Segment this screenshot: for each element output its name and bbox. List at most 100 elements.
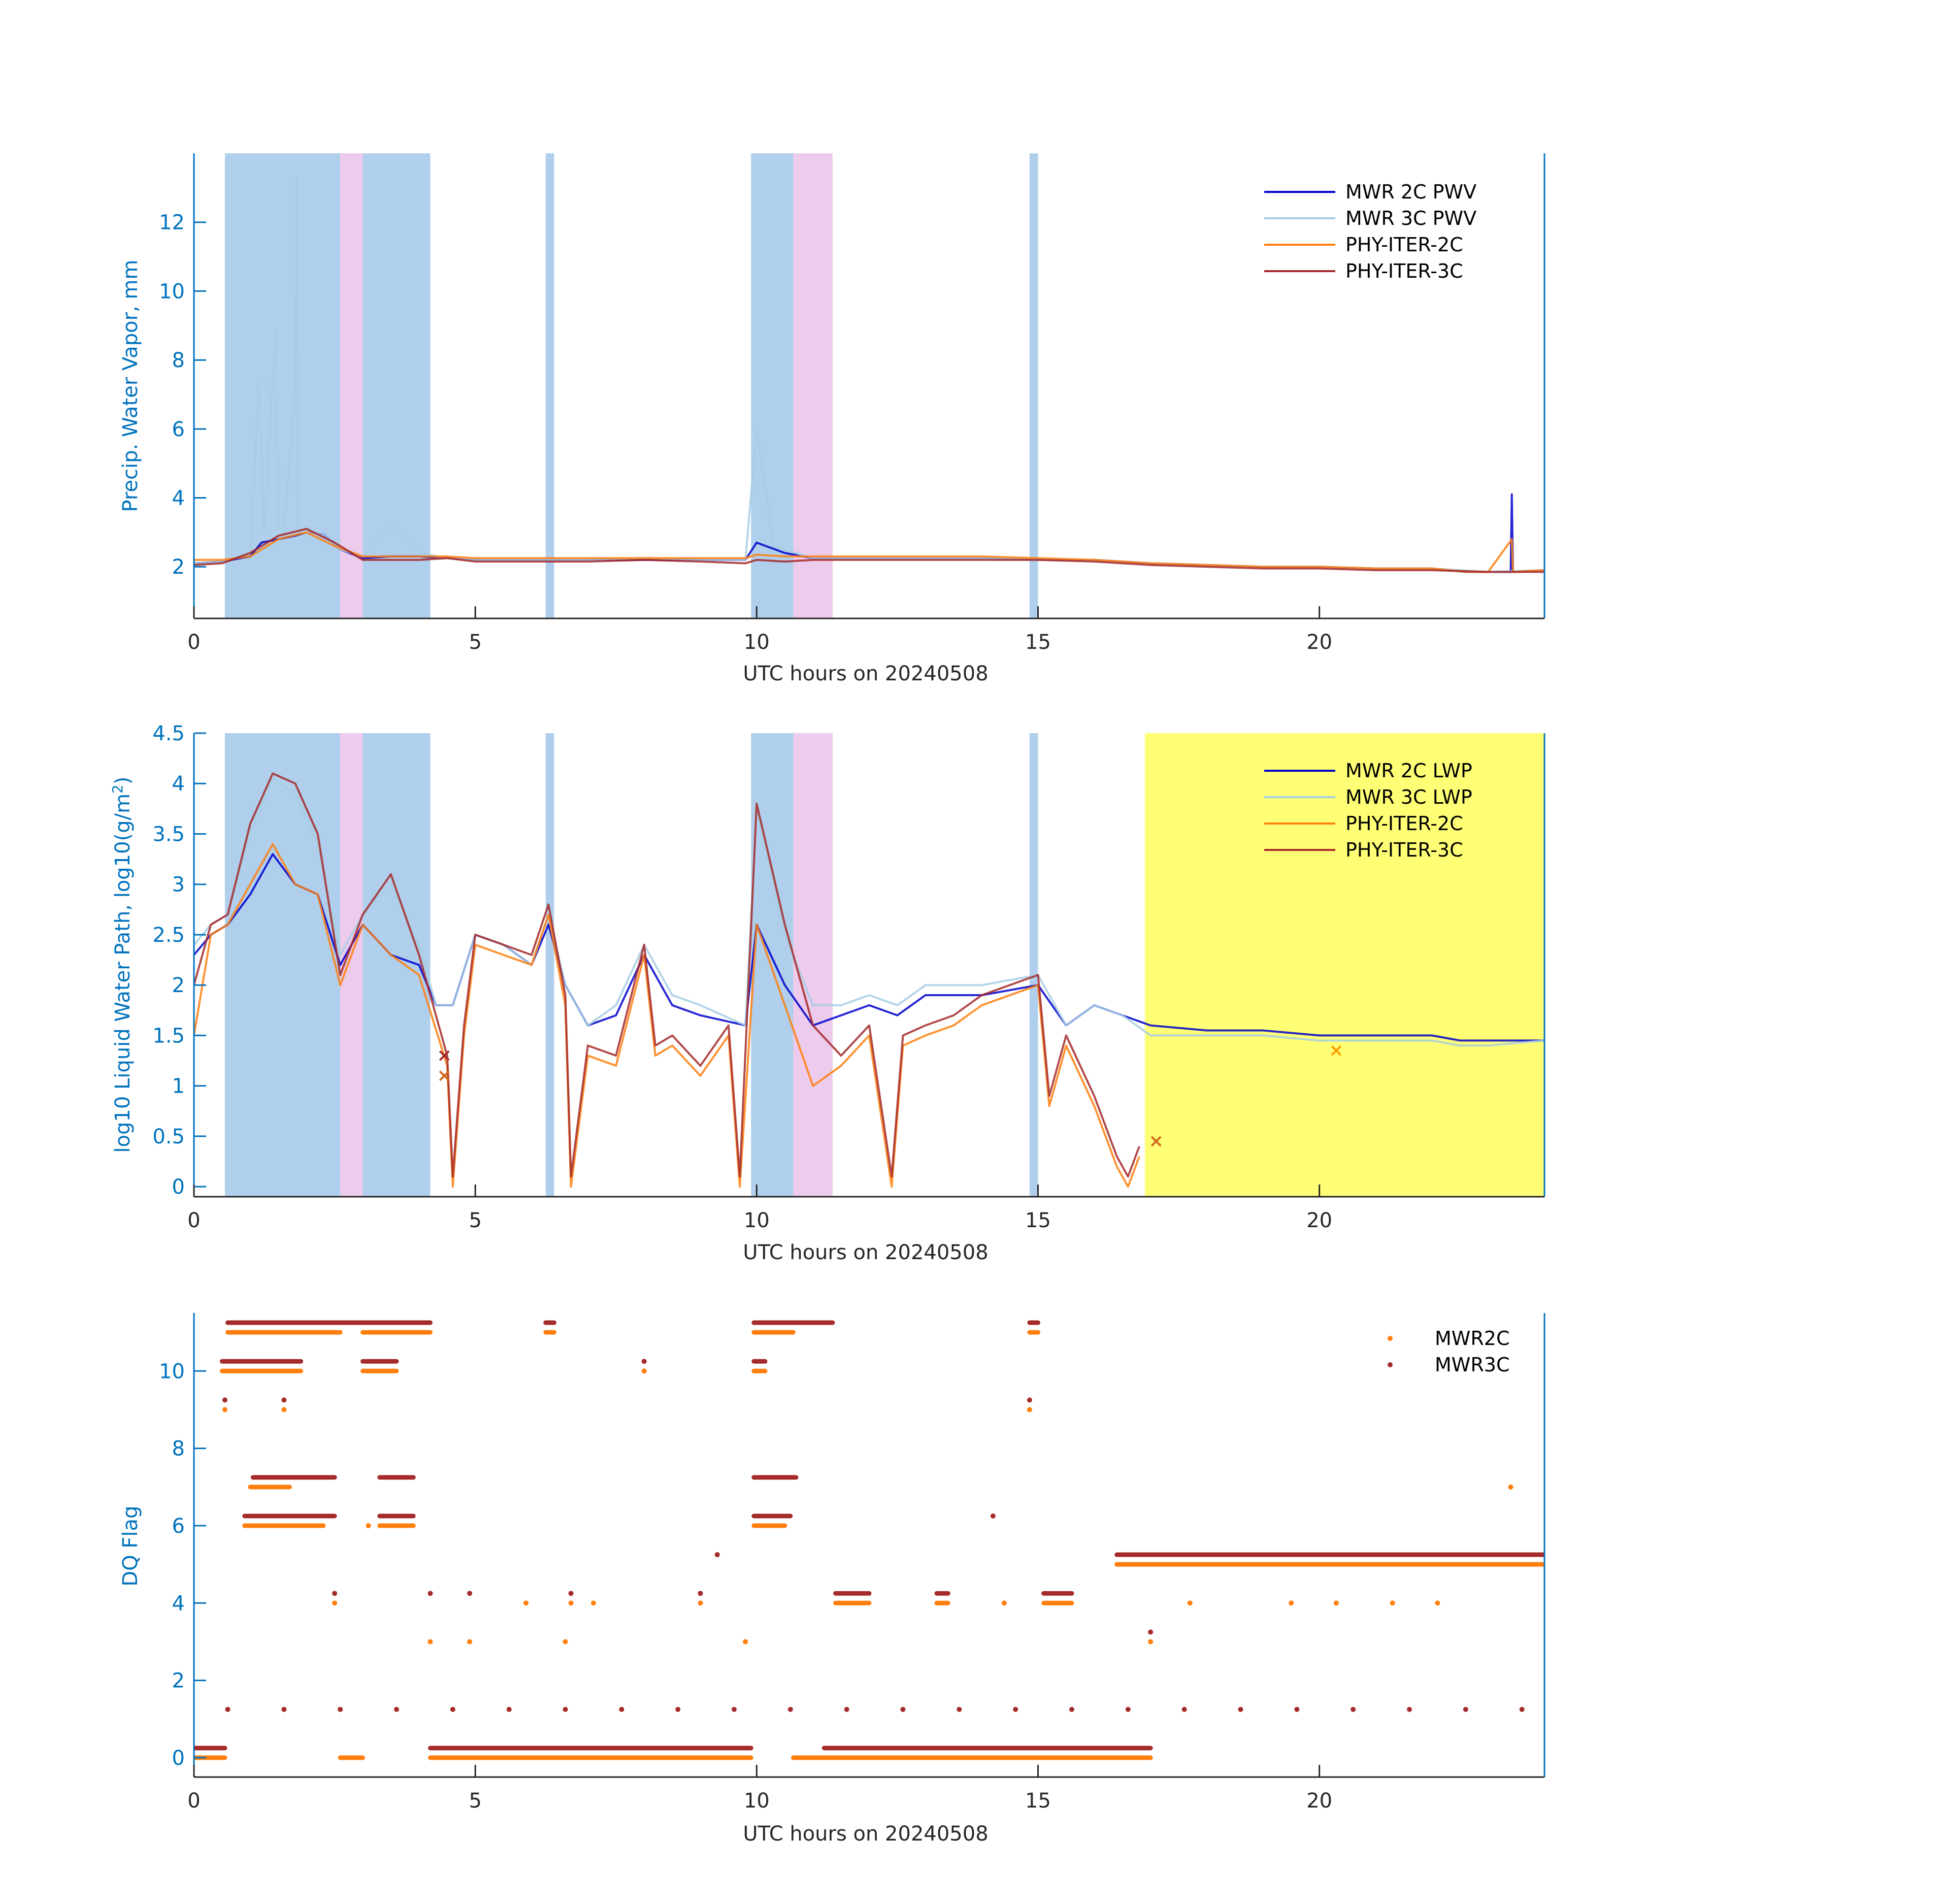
- lwp-xlabel: UTC hours on 20240508: [743, 1241, 988, 1264]
- dqflag-series-1-point-11: [844, 1706, 849, 1712]
- dqflag-series-0-point-18: [641, 1368, 647, 1374]
- lwp-marker-1-b: [439, 1050, 450, 1061]
- lwp-shaded-region-3: [545, 733, 554, 1197]
- dqflag-panel: 0 5 10 15 20 0 2 4 6 8 10 MWR2C MWR3C DQ Flag UTC ho…: [119, 1313, 1545, 1846]
- dqflag-series-0-point-16: [1390, 1600, 1395, 1606]
- lwp-shaded-region-2: [363, 733, 431, 1197]
- dqflag-plot-area: 0 5 10 15 20 0 2 4 6 8 10 MWR2C MWR3C: [159, 1313, 1545, 1813]
- pwv-shaded-region-1: [340, 153, 363, 618]
- dqflag-series-1-point-7: [619, 1706, 624, 1712]
- pwv-legend-label-2: PHY-ITER-2C: [1345, 234, 1463, 256]
- pwv-ytick-label-0: 2: [172, 555, 185, 579]
- dqflag-series-1-point-21: [1407, 1706, 1412, 1712]
- dqflag-series-0-point-11: [698, 1600, 703, 1606]
- pwv-ytick-label-3: 8: [172, 349, 185, 372]
- dqflag-series-0-point-1: [366, 1523, 371, 1528]
- dqflag-series-0-point-21: [281, 1407, 287, 1413]
- pwv-xtick-label-2: 10: [744, 631, 770, 654]
- pwv-shaded-region-3: [545, 153, 554, 618]
- pwv-shaded-region-2: [363, 153, 431, 618]
- lwp-shaded-region-4: [751, 733, 794, 1197]
- dqflag-series-1-point-20: [1351, 1706, 1356, 1712]
- lwp-xtick-label-3: 15: [1025, 1209, 1051, 1232]
- dqflag-xlabel: UTC hours on 20240508: [743, 1822, 988, 1846]
- lwp-legend-label-1: MWR 3C LWP: [1345, 786, 1472, 808]
- dqflag-xtick-label-1: 5: [469, 1789, 481, 1813]
- lwp-marker-0-b: [439, 1070, 450, 1081]
- lwp-legend-label-2: PHY-ITER-2C: [1345, 812, 1463, 835]
- pwv-ytick-label-2: 6: [172, 418, 185, 441]
- lwp-xtick-label-0: 0: [187, 1209, 200, 1232]
- dqflag-series-0-point-20: [222, 1407, 227, 1413]
- lwp-series-0: [194, 853, 1544, 1042]
- pwv-legend: MWR 2C PWV MWR 3C PWV PHY-ITER-2C PHY-ITER-…: [1264, 181, 1476, 282]
- dqflag-series-1-point-33: [568, 1591, 574, 1596]
- dqflag-series-1-point-15: [1069, 1706, 1074, 1712]
- lwp-shaded-region-0: [224, 733, 341, 1197]
- dqflag-series-1-point-14: [1013, 1706, 1018, 1712]
- dqflag-series-1-point-34: [698, 1591, 703, 1596]
- dqflag-ytick-label-3: 6: [172, 1515, 185, 1538]
- lwp-ytick-label-5: 2.5: [152, 924, 185, 947]
- dqflag-legend-label-0: MWR2C: [1435, 1327, 1509, 1350]
- dqflag-series-1-point-22: [1463, 1706, 1468, 1712]
- dqflag-series-1-point-35: [1148, 1629, 1154, 1635]
- lwp-ylabel-main: log10 Liquid Water Path, log10(g/m: [111, 794, 135, 1153]
- lwp-legend: MWR 2C LWP MWR 3C LWP PHY-ITER-2C PHY-ITER-…: [1264, 760, 1472, 861]
- dqflag-series-0-point-17: [1435, 1600, 1440, 1606]
- dqflag-series-1-point-30: [332, 1591, 338, 1596]
- pwv-shaded-region-5: [793, 153, 833, 618]
- lwp-ytick-label-6: 3: [172, 873, 185, 897]
- dqflag-data-layer: [194, 1320, 1544, 1760]
- lwp-marker-3: [1331, 1045, 1342, 1056]
- dqflag-series-1-point-5: [506, 1706, 512, 1712]
- lwp-marker-2: [1150, 1136, 1162, 1147]
- dqflag-ytick-label-1: 2: [172, 1669, 185, 1693]
- dqflag-series-0-point-9: [568, 1600, 574, 1606]
- lwp-ytick-label-2: 1: [172, 1075, 185, 1098]
- lwp-xtick-label-2: 10: [744, 1209, 770, 1232]
- dqflag-series-1-point-18: [1238, 1706, 1243, 1712]
- lwp-data-layer: [194, 733, 1544, 1197]
- lwp-marker-2-b: [1150, 1136, 1162, 1147]
- dqflag-series-0-point-5: [563, 1639, 568, 1645]
- dqflag-series-1-point-28: [222, 1397, 227, 1403]
- lwp-ytick-label-1: 0.5: [152, 1125, 185, 1148]
- lwp-ylabel-end: ): [111, 777, 135, 785]
- dqflag-series-1-point-0: [225, 1706, 231, 1712]
- lwp-ytick-label-9: 4.5: [152, 722, 185, 745]
- dqflag-series-0-point-6: [1148, 1639, 1154, 1645]
- dqflag-series-1-point-31: [427, 1591, 433, 1596]
- lwp-xtick-label-4: 20: [1306, 1209, 1332, 1232]
- lwp-ylabel: log10 Liquid Water Path, log10(g/m2): [109, 777, 135, 1153]
- dqflag-ytick-label-4: 8: [172, 1437, 185, 1461]
- dqflag-series-0-point-15: [1333, 1600, 1339, 1606]
- dqflag-ytick-label-5: 10: [159, 1360, 185, 1383]
- dqflag-series-0-point-19: [1027, 1407, 1032, 1413]
- dqflag-series-1-point-26: [641, 1359, 647, 1364]
- dqflag-series-1-point-10: [787, 1706, 793, 1712]
- lwp-legend-label-0: MWR 2C LWP: [1345, 760, 1472, 782]
- dqflag-series-0-point-7: [332, 1600, 338, 1606]
- pwv-ytick-label-4: 10: [159, 280, 185, 303]
- dqflag-series-1-point-23: [1519, 1706, 1525, 1712]
- dqflag-series-1-point-29: [281, 1397, 287, 1403]
- dqflag-xtick-label-2: 10: [744, 1789, 770, 1813]
- pwv-ytick-label-5: 12: [159, 211, 185, 235]
- lwp-ytick-label-4: 2: [172, 974, 185, 997]
- dqflag-series-1-point-4: [450, 1706, 455, 1712]
- dqflag-series-1-point-2: [338, 1706, 343, 1712]
- dqflag-series-1-point-19: [1294, 1706, 1300, 1712]
- lwp-marker-3-b: [1331, 1045, 1342, 1056]
- lwp-ytick-label-3: 1.5: [152, 1024, 185, 1047]
- lwp-ylabel-sup: 2: [109, 784, 126, 794]
- dqflag-series-1-point-12: [900, 1706, 906, 1712]
- pwv-series-3: [194, 528, 1544, 573]
- lwp-ytick-label-0: 0: [172, 1175, 185, 1199]
- pwv-data-layer: [194, 153, 1544, 618]
- lwp-series-3: [194, 772, 1140, 1178]
- lwp-series-1: [194, 777, 1544, 1047]
